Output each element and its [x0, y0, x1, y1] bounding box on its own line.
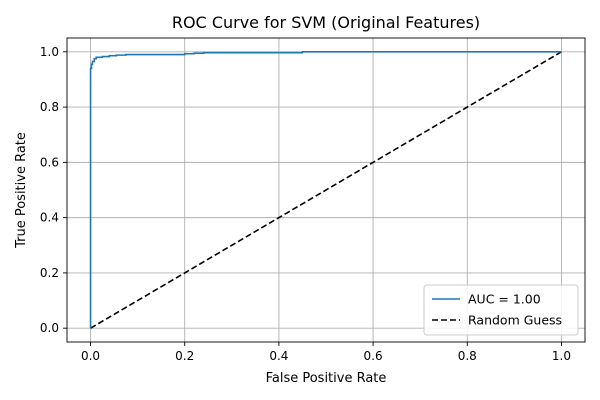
plot-frame: [66, 37, 586, 343]
y-tick-label: 0.8: [40, 100, 59, 114]
x-tick-label: 0.2: [175, 349, 194, 363]
x-tick-label: 0.0: [81, 349, 100, 363]
ticks: 0.0 0.2 0.4 0.6 0.8 1.0 0.0 0.2 0.4 0.6 0.8 1.0: [40, 45, 571, 363]
series-layer: [89, 51, 562, 329]
y-tick-label: 0.2: [40, 266, 59, 280]
y-axis-label: True Positive Rate: [14, 132, 29, 249]
legend-label: AUC = 1.00: [468, 292, 541, 307]
x-tick-label: 1.0: [552, 349, 571, 363]
legend-box: [423, 284, 579, 336]
legend: AUC = 1.00 Random Guess: [423, 284, 579, 336]
x-tick-label: 0.4: [269, 349, 288, 363]
random-guess-line: [90, 51, 562, 329]
x-axis-label: False Positive Rate: [266, 371, 387, 386]
x-tick-label: 0.6: [364, 349, 383, 363]
roc-curve-line: [89, 51, 562, 329]
y-tick-label: 0.4: [40, 211, 59, 225]
x-tick-label: 0.8: [458, 349, 477, 363]
y-tick-label: 0.0: [40, 321, 59, 335]
y-tick-label: 0.6: [40, 155, 59, 169]
chart-title: ROC Curve for SVM (Original Features): [172, 13, 480, 32]
y-tick-label: 1.0: [40, 45, 59, 59]
legend-label: Random Guess: [468, 313, 562, 328]
